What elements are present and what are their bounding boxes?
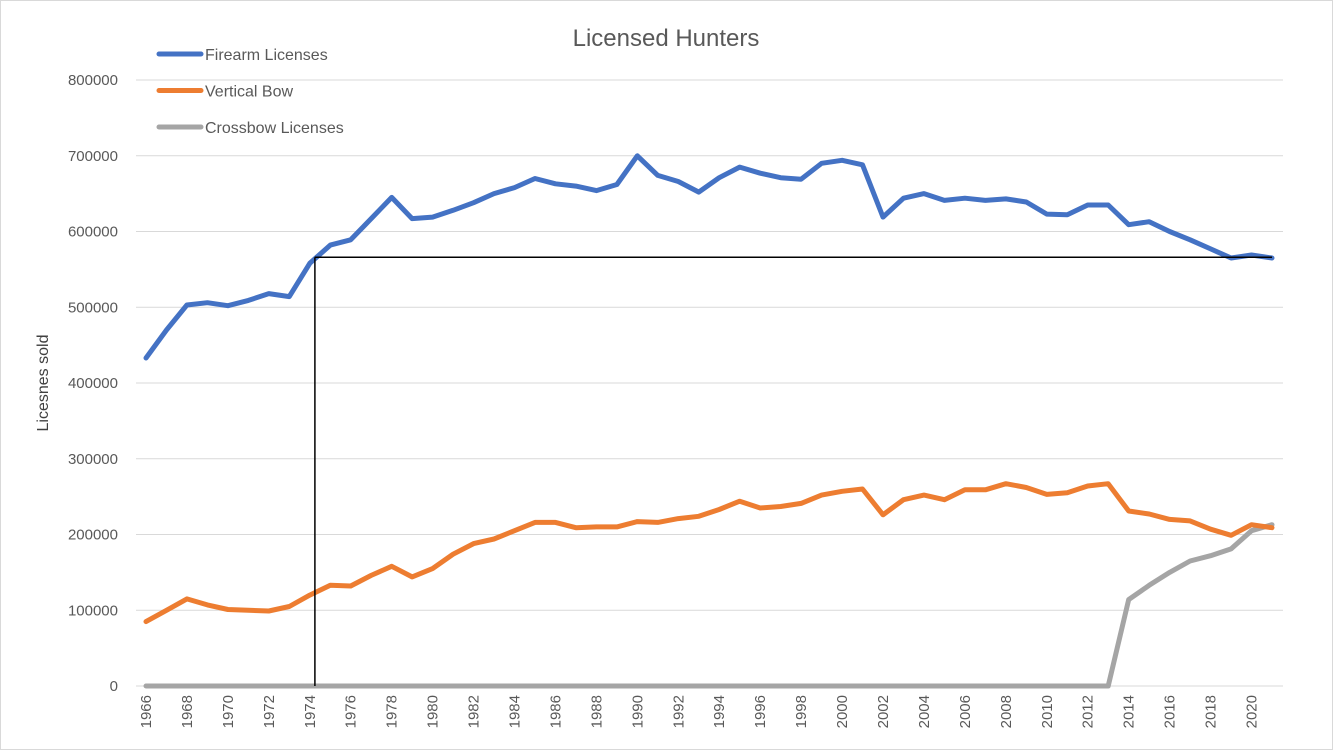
x-tick-label: 2014 <box>1121 695 1138 728</box>
x-tick-label: 1998 <box>793 695 810 728</box>
legend-label: Firearm Licenses <box>205 47 328 64</box>
x-tick-label: 1982 <box>466 695 483 728</box>
gridlines <box>136 79 1283 687</box>
x-tick-label: 2006 <box>957 695 974 728</box>
x-tick-label: 1972 <box>261 695 278 728</box>
y-tick-label: 600000 <box>68 224 118 241</box>
x-tick-label: 2004 <box>916 695 933 728</box>
series-line-vertical-bow <box>143 481 1275 625</box>
x-tick-label: 2002 <box>875 695 892 728</box>
x-tick-label: 2010 <box>1039 695 1056 728</box>
y-tick-label: 400000 <box>68 375 118 392</box>
y-tick-label: 100000 <box>68 602 118 619</box>
series-line-crossbow-licenses <box>143 522 1275 689</box>
x-tick-label: 1988 <box>588 695 605 728</box>
x-tick-label: 2000 <box>834 695 851 728</box>
x-tick-label: 1984 <box>507 695 524 728</box>
y-tick-label: 300000 <box>68 451 118 468</box>
reference-lines <box>314 256 1272 686</box>
y-tick-label: 500000 <box>68 299 118 316</box>
x-tick-label: 1996 <box>752 695 769 728</box>
x-tick-label: 1966 <box>138 695 155 728</box>
x-tick-label: 1994 <box>711 695 728 728</box>
legend-label: Vertical Bow <box>205 84 293 101</box>
x-tick-label: 1970 <box>220 695 237 728</box>
y-tick-label: 700000 <box>68 148 118 165</box>
y-tick-label: 200000 <box>68 527 118 544</box>
series-lines <box>143 153 1275 689</box>
y-tick-label: 800000 <box>68 72 118 89</box>
x-tick-label: 2018 <box>1203 695 1220 728</box>
x-tick-label: 1990 <box>629 695 646 728</box>
chart-title: Licensed Hunters <box>573 25 760 52</box>
x-tick-label: 1974 <box>302 695 319 728</box>
x-tick-label: 2020 <box>1244 695 1261 728</box>
x-tick-labels: 1966 1968 1970 1972 1974 1976 1978 1980 1982 1984… <box>138 695 1261 728</box>
x-tick-label: 1978 <box>384 695 401 728</box>
y-axis-title: Licesnes sold <box>35 335 52 432</box>
x-tick-label: 2008 <box>998 695 1015 728</box>
x-tick-label: 1986 <box>547 695 564 728</box>
legend: Firearm Licenses Vertical Bow Crossbow Lic… <box>156 47 344 137</box>
y-tick-labels: 0 100000 200000 300000 400000 500000 600000 700… <box>68 72 118 695</box>
x-tick-label: 1980 <box>425 695 442 728</box>
y-tick-label: 0 <box>110 678 118 695</box>
x-tick-label: 1992 <box>670 695 687 728</box>
x-tick-label: 1976 <box>343 695 360 728</box>
legend-label: Crossbow Licenses <box>205 120 344 137</box>
series-line-firearm-licenses <box>143 153 1275 361</box>
x-tick-label: 2012 <box>1080 695 1097 728</box>
x-tick-label: 2016 <box>1162 695 1179 728</box>
x-tick-label: 1968 <box>179 695 196 728</box>
